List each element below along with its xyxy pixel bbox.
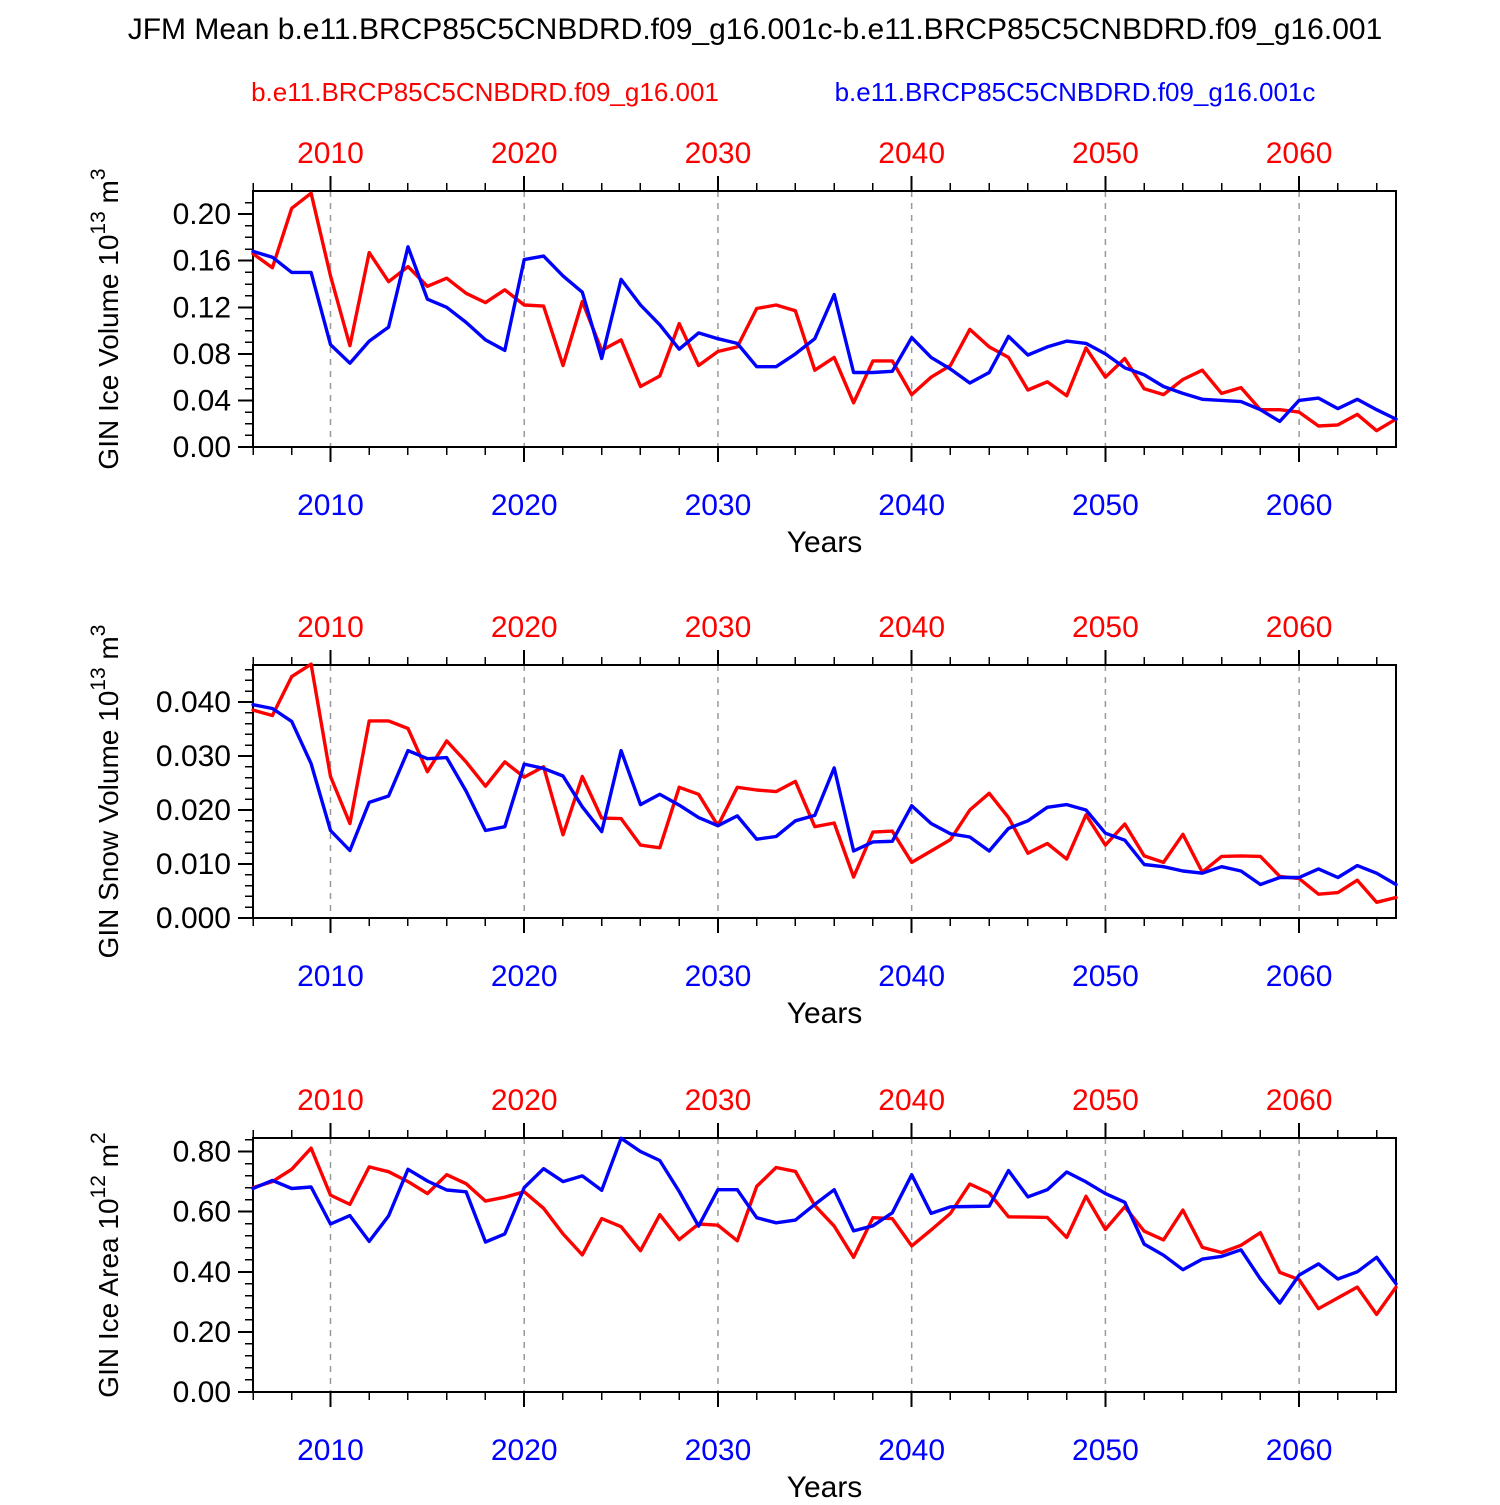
x-tick-label-bottom: 2010 bbox=[297, 489, 364, 522]
y-tick-label: 0.04 bbox=[173, 384, 231, 417]
x-tick-label-bottom: 2030 bbox=[685, 960, 752, 993]
x-tick-label-bottom: 2010 bbox=[297, 1434, 364, 1467]
series-line-red bbox=[251, 662, 1398, 904]
y-tick-label: 0.08 bbox=[173, 338, 231, 371]
y-tick-label: 0.40 bbox=[173, 1256, 231, 1289]
x-tick-label-top: 2060 bbox=[1266, 611, 1333, 644]
series-line-blue bbox=[251, 245, 1398, 424]
x-tick-label-bottom: 2040 bbox=[878, 960, 945, 993]
x-tick-label-top: 2050 bbox=[1072, 611, 1139, 644]
x-axis-title: Years bbox=[787, 1471, 863, 1500]
plot-frame bbox=[252, 664, 1397, 919]
ice-area-panel: 0.00 0.20 0.40 0.60 0.80 2010 2010 2020 2020 2030… bbox=[87, 1084, 1398, 1504]
y-tick-label: 0.000 bbox=[156, 902, 231, 935]
x-tick-label-top: 2040 bbox=[878, 137, 945, 170]
series-line-red bbox=[251, 1146, 1398, 1317]
x-tick-label-bottom: 2050 bbox=[1072, 1434, 1139, 1467]
x-tick-label-bottom: 2060 bbox=[1266, 1434, 1333, 1467]
x-tick-label-bottom: 2040 bbox=[878, 1434, 945, 1467]
y-tick-label: 0.00 bbox=[173, 1376, 231, 1409]
page-title: JFM Mean b.e11.BRCP85C5CNBDRD.f09_g16.00… bbox=[128, 13, 1383, 46]
y-tick-label: 0.12 bbox=[173, 291, 231, 324]
y-tick-label: 0.80 bbox=[173, 1136, 231, 1169]
series-line-red bbox=[251, 191, 1398, 433]
x-tick-label-bottom: 2030 bbox=[685, 489, 752, 522]
x-tick-label-top: 2030 bbox=[685, 137, 752, 170]
y-tick-label: 0.040 bbox=[156, 686, 231, 719]
x-tick-label-top: 2020 bbox=[491, 1084, 558, 1117]
x-axis-title: Years bbox=[787, 526, 863, 559]
y-tick-label: 0.020 bbox=[156, 794, 231, 827]
x-axis-title: Years bbox=[787, 997, 863, 1030]
y-tick-label: 0.010 bbox=[156, 848, 231, 881]
x-tick-label-top: 2050 bbox=[1072, 137, 1139, 170]
x-tick-label-top: 2010 bbox=[297, 137, 364, 170]
x-tick-label-top: 2010 bbox=[297, 1084, 364, 1117]
y-tick-label: 0.20 bbox=[173, 1316, 231, 1349]
legend-label-blue: b.e11.BRCP85C5CNBDRD.f09_g16.001c bbox=[835, 77, 1316, 107]
x-tick-label-top: 2020 bbox=[491, 611, 558, 644]
x-tick-label-top: 2060 bbox=[1266, 137, 1333, 170]
x-tick-label-bottom: 2050 bbox=[1072, 489, 1139, 522]
snow-volume-panel: 0.000 0.010 0.020 0.030 0.040 2010 2010 2020 202… bbox=[87, 611, 1398, 1030]
x-tick-label-top: 2030 bbox=[685, 1084, 752, 1117]
x-tick-label-bottom: 2020 bbox=[491, 1434, 558, 1467]
ice-volume-panel: 0.00 0.04 0.08 0.12 0.16 0.20 2010 2010 2020 2020… bbox=[87, 137, 1398, 559]
x-tick-label-top: 2040 bbox=[878, 611, 945, 644]
y-tick-label: 0.030 bbox=[156, 740, 231, 773]
x-tick-label-bottom: 2060 bbox=[1266, 489, 1333, 522]
x-tick-label-bottom: 2010 bbox=[297, 960, 364, 993]
x-tick-label-bottom: 2050 bbox=[1072, 960, 1139, 993]
y-axis-title: GIN Ice Volume 1013 m3 bbox=[87, 168, 124, 469]
x-tick-label-bottom: 2020 bbox=[491, 489, 558, 522]
series-line-blue bbox=[251, 1136, 1398, 1305]
y-tick-label: 0.16 bbox=[173, 245, 231, 278]
x-tick-label-top: 2060 bbox=[1266, 1084, 1333, 1117]
y-tick-label: 0.60 bbox=[173, 1196, 231, 1229]
x-tick-label-top: 2030 bbox=[685, 611, 752, 644]
x-tick-label-top: 2010 bbox=[297, 611, 364, 644]
x-tick-label-top: 2050 bbox=[1072, 1084, 1139, 1117]
x-tick-label-top: 2040 bbox=[878, 1084, 945, 1117]
y-axis-title: GIN Ice Area 1012 m2 bbox=[87, 1132, 124, 1397]
y-tick-label: 0.20 bbox=[173, 198, 231, 231]
y-tick-label: 0.00 bbox=[173, 431, 231, 464]
x-tick-label-bottom: 2030 bbox=[685, 1434, 752, 1467]
x-tick-label-bottom: 2040 bbox=[878, 489, 945, 522]
plot-frame bbox=[252, 1137, 1397, 1393]
x-tick-label-bottom: 2060 bbox=[1266, 960, 1333, 993]
x-tick-label-top: 2020 bbox=[491, 137, 558, 170]
legend-label-red: b.e11.BRCP85C5CNBDRD.f09_g16.001 bbox=[251, 77, 719, 107]
x-tick-label-bottom: 2020 bbox=[491, 960, 558, 993]
series-line-blue bbox=[251, 703, 1398, 887]
y-axis-title: GIN Snow Volume 1013 m3 bbox=[87, 625, 124, 959]
